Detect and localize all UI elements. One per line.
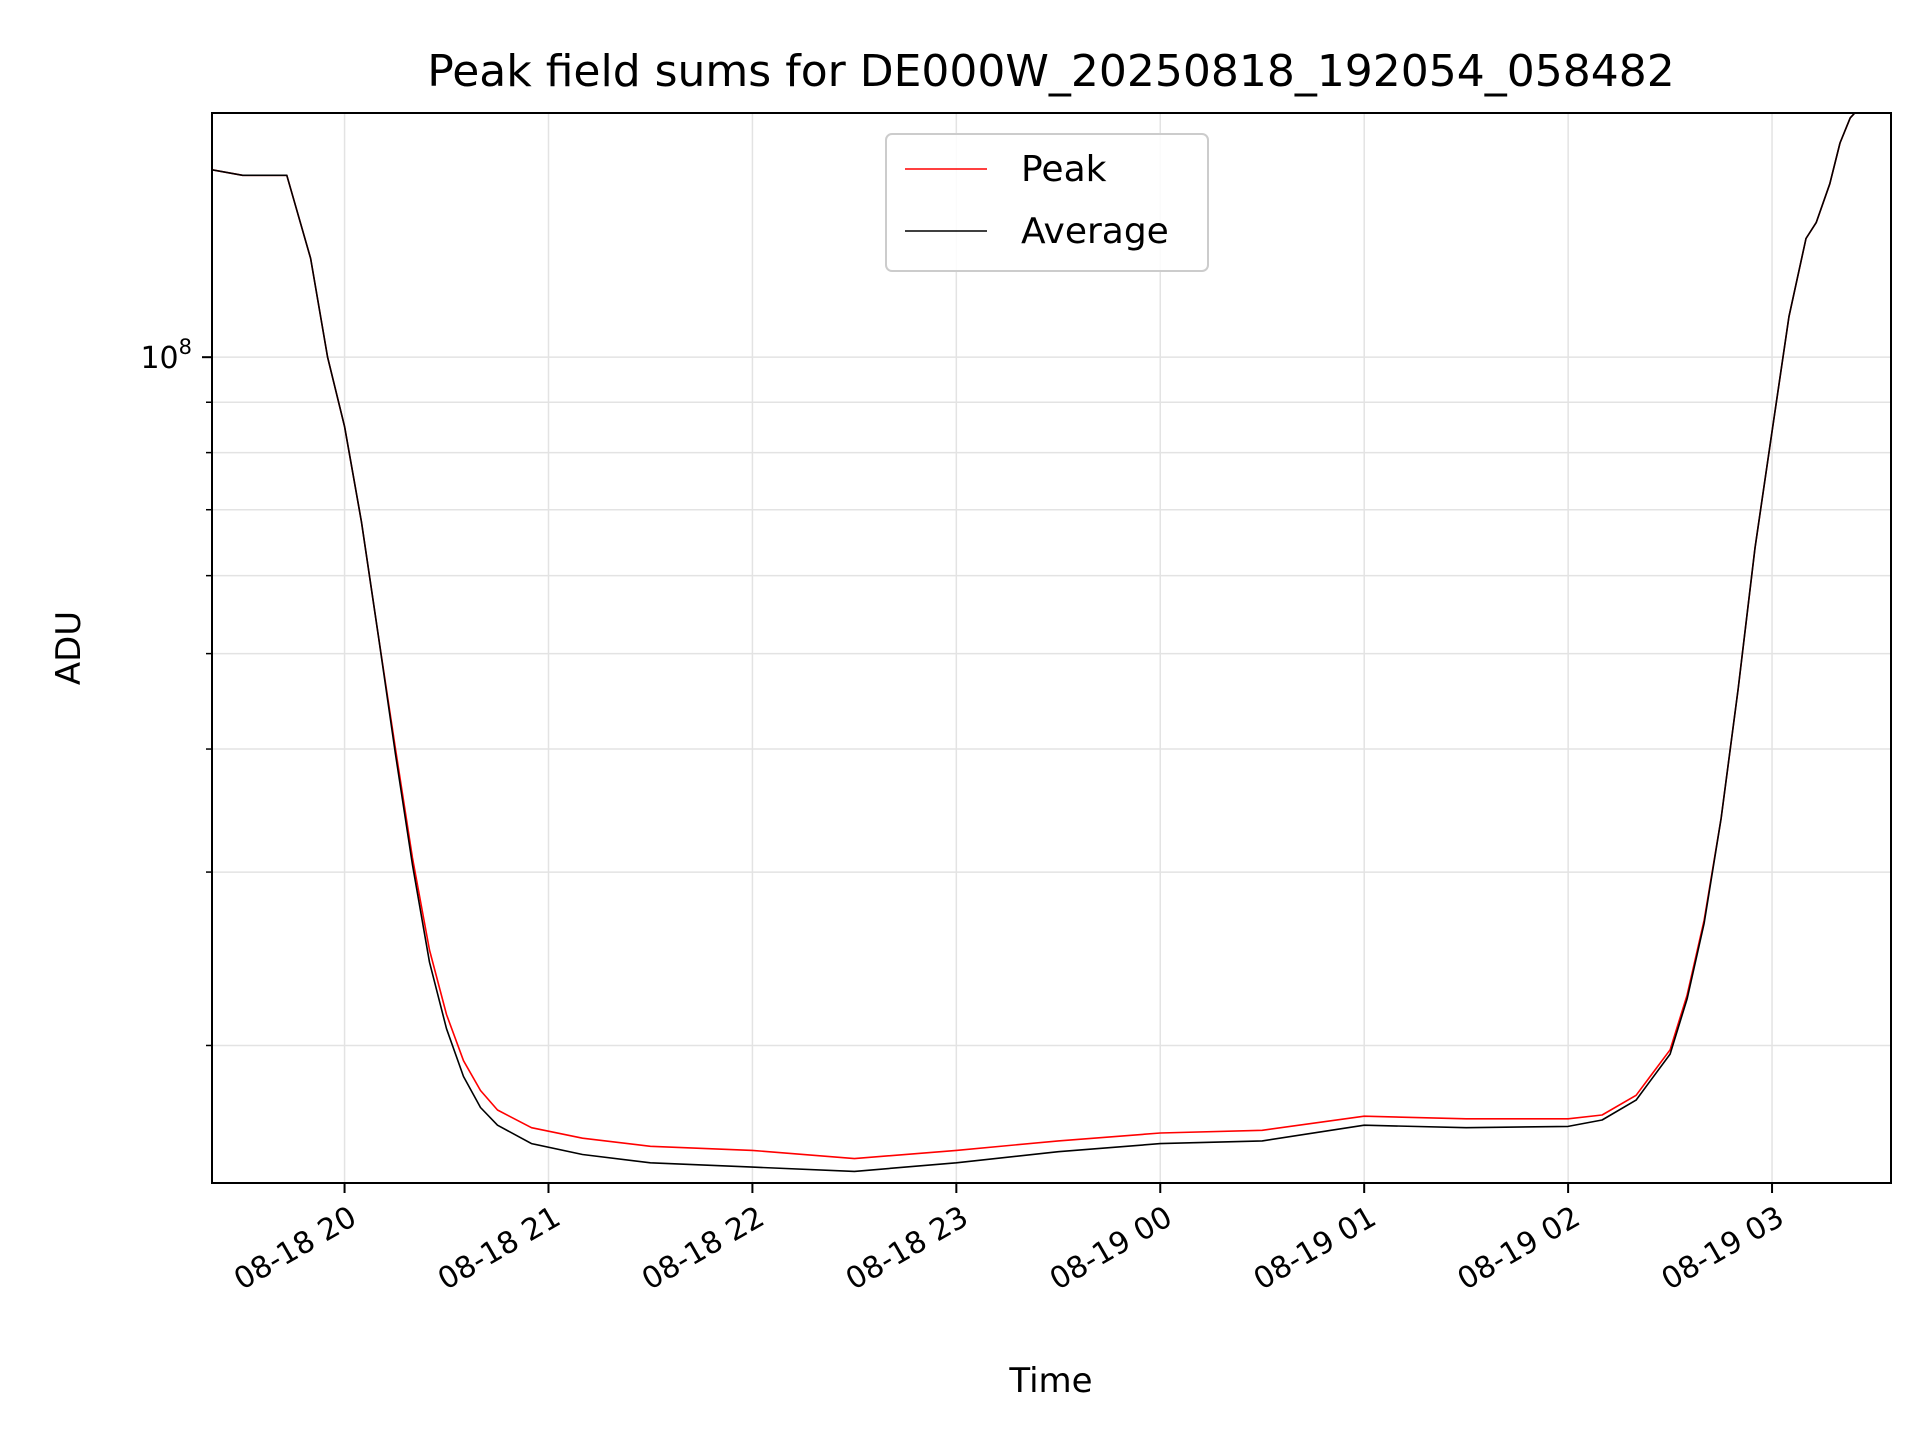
y-axis: 108 — [140, 335, 212, 1047]
y-axis-title: ADU — [49, 611, 89, 685]
x-axis-title: Time — [1008, 1361, 1092, 1401]
grid — [212, 113, 1891, 1183]
legend-label-average: Average — [1021, 211, 1169, 252]
plot-frame — [211, 112, 1892, 1184]
legend: Peak Average — [885, 133, 1209, 272]
series-line-average — [212, 113, 1856, 1173]
y-tick-label: 108 — [140, 335, 192, 376]
legend-label-peak: Peak — [1021, 149, 1107, 190]
series-layer — [212, 113, 1856, 1173]
chart-title: Peak field sums for DE000W_20250818_1920… — [427, 46, 1675, 97]
